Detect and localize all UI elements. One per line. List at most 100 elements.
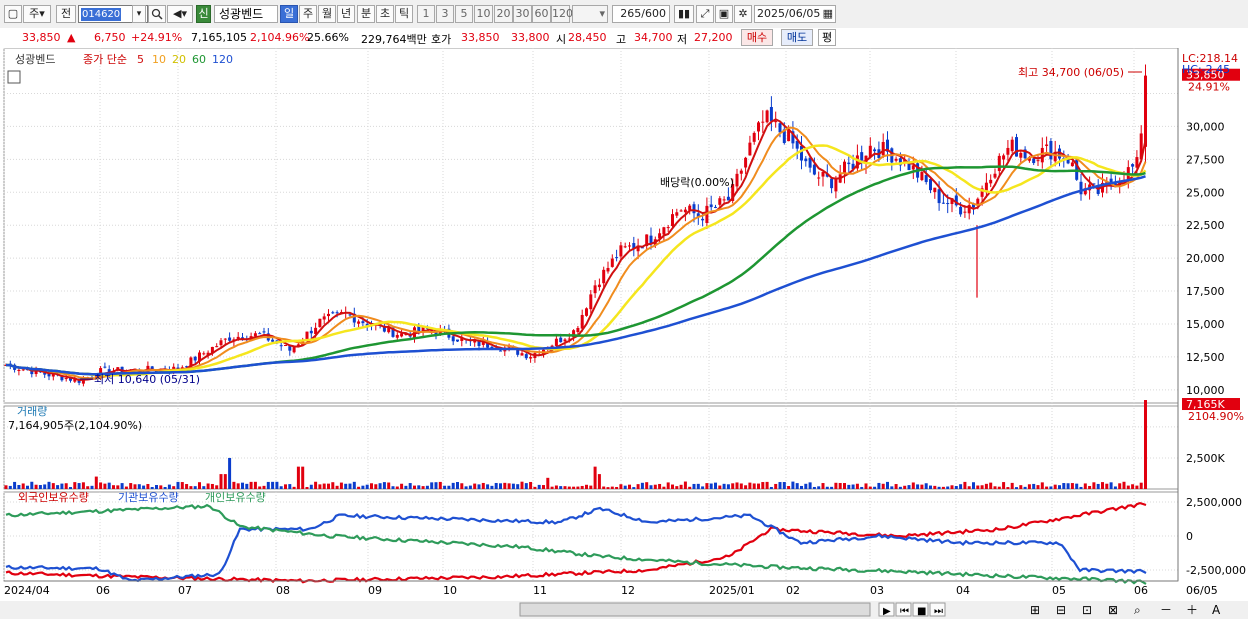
zoom-tool-icon[interactable]: ⊠ [1108,603,1118,617]
period-year-button[interactable]: 년 [337,5,355,23]
period-type-select[interactable]: 주▾ [23,5,51,23]
count-value: 265 [620,7,642,20]
candle-body [116,367,120,370]
playback-button[interactable] [878,602,895,617]
candle-body [572,330,576,337]
volume-bar [344,483,348,489]
zoom-tool-icon[interactable]: ⌕ [1134,603,1141,617]
candle-body [309,330,313,334]
volume-ratio: 2,104.96% [250,31,310,44]
playback-button[interactable] [912,602,929,617]
period-week-button[interactable]: 주 [299,5,317,23]
zoom-tool-icon[interactable]: ＋ [1186,603,1198,617]
date-field[interactable]: 2025/06/05 ▦ [754,5,836,23]
average-button[interactable]: 평 [818,29,836,46]
candle-body [946,203,950,205]
volume-bar [112,485,115,489]
volume-bar [855,483,859,489]
interval-1-button[interactable]: 1 [417,5,435,23]
candle-body [744,157,748,168]
individual-holding-line [5,503,1147,585]
interval-30-button[interactable]: 30 [513,5,532,23]
volume-bar [189,486,193,489]
volume-bar [38,485,42,489]
period-day-button[interactable]: 일 [280,5,298,23]
price-info-bar: 33,850 ▲ 6,750 +24.91% 7,165,105 2,104.9… [0,28,1248,49]
price-tick-label: 17,500 [1186,285,1225,298]
interval-10-button[interactable]: 10 [474,5,493,23]
volume-bar [73,482,77,489]
candle-body [99,368,103,378]
scrollbar-thumb[interactable] [519,602,871,617]
candle-body [593,285,597,294]
calendar-icon[interactable]: ▦ [822,7,833,20]
volume-bar [348,483,352,489]
zoom-tool-icon[interactable]: A [1212,603,1221,617]
volume-bar [524,483,528,489]
volume-bar [1113,486,1117,489]
custom-interval-input[interactable]: ▾ [572,5,608,23]
candle-body [51,373,55,377]
interval-120-button[interactable]: 120 [551,5,573,23]
candle-body [628,245,631,247]
volume-bar [1066,483,1070,489]
volume-bar [907,485,911,489]
zoom-tool-icon[interactable]: － [1160,603,1172,617]
interval-3-button[interactable]: 3 [436,5,454,23]
period-month-button[interactable]: 월 [318,5,336,23]
chart-toolbar: ▢ 주▾ 전 014620 ▾ ◀▾ 신 성광벤드 일 주 월 년 분 초 틱 … [0,0,1248,29]
candle-body [589,294,593,310]
sell-button[interactable]: 매도 [781,29,813,46]
volume-bar [967,486,971,489]
candle-body [554,338,558,346]
candle-body [193,356,197,361]
playback-icon: ⏭ [934,606,943,617]
candle-body [524,354,528,359]
candle-body [1045,144,1049,146]
buy-button[interactable]: 매수 [741,29,773,46]
x-axis-label: 05 [1052,584,1066,597]
prev-button[interactable]: 전 [56,5,76,23]
volume-bar [490,485,494,489]
playback-button[interactable] [929,602,946,617]
volume-bar [322,483,326,489]
interval-60-button[interactable]: 60 [532,5,551,23]
volume-bar [1092,482,1096,489]
zoom-tool-icon[interactable]: ⊡ [1082,603,1092,617]
period-minute-button[interactable]: 분 [357,5,375,23]
volume-bar [800,485,803,489]
calculator-icon[interactable] [7,70,21,84]
candle-body [60,376,64,381]
stock-code-input[interactable]: 014620 [78,5,148,23]
candle-body [649,235,653,244]
interval-20-button[interactable]: 20 [494,5,513,23]
speaker-icon[interactable]: ◀▾ [167,5,193,23]
search-icon[interactable] [148,5,166,23]
zoom-tool-icon[interactable]: ⊟ [1056,603,1066,617]
count-field[interactable]: 265/600 [612,5,670,23]
tool-icon[interactable]: ⤢ [696,5,714,23]
playback-button[interactable] [895,602,912,617]
volume-bar [223,474,227,489]
volume-bar [795,483,799,489]
volume-bar [993,486,997,489]
candle-type-icon[interactable]: ▮▮ [674,5,694,23]
volume-bar [632,487,636,489]
candle-body [765,110,769,123]
save-icon[interactable]: ▣ [715,5,733,23]
volume-bar [1088,485,1092,489]
code-dropdown-icon[interactable]: ▾ [132,5,146,23]
gear-icon[interactable]: ✲ [734,5,752,23]
volume-bar [314,481,318,489]
zoom-tool-icon[interactable]: ⊞ [1030,603,1040,617]
candle-body [210,346,214,354]
interval-5-button[interactable]: 5 [455,5,473,23]
x-axis-label: 10 [443,584,457,597]
volume-bar [886,481,889,489]
volume-bar [567,486,571,489]
candle-body [860,152,864,161]
period-tick-button[interactable]: 틱 [395,5,413,23]
period-second-button[interactable]: 초 [376,5,394,23]
layout-icon[interactable]: ▢ [4,5,22,23]
price-tick-label: 25,000 [1186,186,1225,199]
